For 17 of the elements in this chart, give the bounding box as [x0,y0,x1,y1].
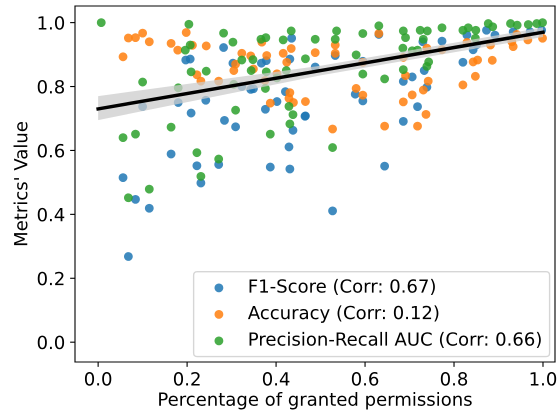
legend-label: Precision-Recall AUC (Corr: 0.66) [250,332,541,348]
legend-label: Accuracy (Corr: 0.12) [248,305,438,323]
x-tick-label: 0.6 [352,372,378,386]
y-tick-label: 0.4 [38,208,64,222]
y-tick-label: 0.8 [38,80,64,94]
x-tick-label: 0.8 [440,372,468,386]
x-tick-label: 0.0 [84,372,112,386]
x-tick-label: 0.2 [174,372,200,386]
y-axis-title: Metrics' Value [14,122,28,246]
legend-label: F1-Score (Corr: 0.67) [250,278,435,295]
y-tick-label: 0.6 [38,144,64,158]
x-axis-title: Percentage of granted permissions [159,392,472,410]
y-tick-label: 0.0 [38,336,64,350]
x-tick-label: 0.4 [262,372,290,386]
x-tick-label: 1.0 [530,372,556,386]
y-tick-label: 1.0 [38,16,64,30]
y-tick-label: 0.2 [38,272,64,286]
